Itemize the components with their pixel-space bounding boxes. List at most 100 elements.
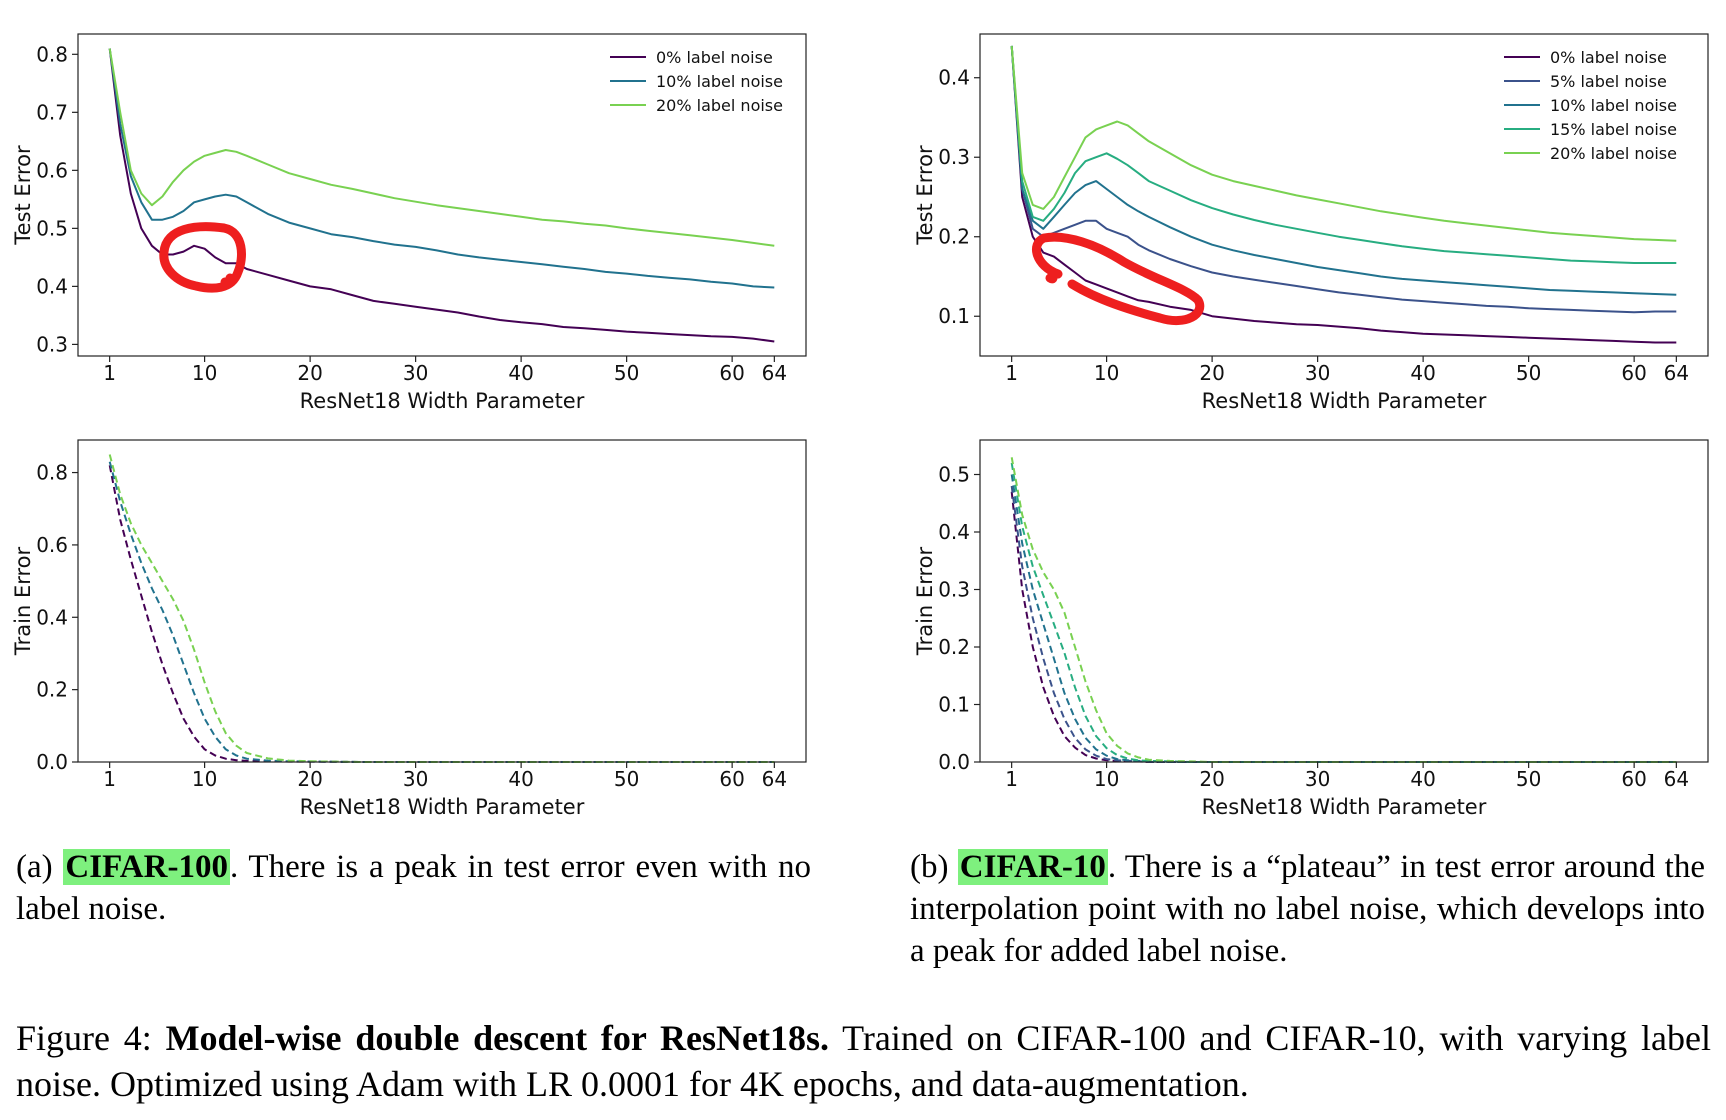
x-tick-label: 50 <box>614 767 639 791</box>
legend-label: 5% label noise <box>1550 72 1667 91</box>
plot-frame-cifar100-test <box>77 33 807 357</box>
x-tick-label: 20 <box>1199 767 1224 791</box>
caption-b-dataset: CIFAR-10 <box>957 849 1108 885</box>
figure-caption-title: Model-wise double descent for ResNet18s. <box>165 1018 830 1058</box>
chart-cifar10-test: 1 10 20 30 40 50 60 64 0.1 0.2 0.3 0.4 ResNet18 Widt… <box>913 33 1709 413</box>
x-tick-label: 1 <box>1005 361 1018 385</box>
charts-canvas: 1 10 20 30 40 50 60 64 0.3 0.4 0.5 0.6 0.7 0.8 ResNet1… <box>11 33 1709 819</box>
series-line-cifar10-train-1 <box>1010 485 1677 763</box>
plot-frame-cifar100-train <box>77 439 807 763</box>
y-axis-label: Train Error <box>913 547 937 657</box>
caption-b-text: . There is a “plateau” in test error aro… <box>910 849 1705 969</box>
x-axis-label: ResNet18 Width Parameter <box>300 389 585 413</box>
x-tick-label: 50 <box>614 361 639 385</box>
chart-cifar100-test: 1 10 20 30 40 50 60 64 0.3 0.4 0.5 0.6 0.7 0.8 ResNet1… <box>11 33 807 413</box>
series-line-cifar10-train-0 <box>1010 491 1677 763</box>
x-tick-label: 30 <box>1305 361 1330 385</box>
legend-label: 0% label noise <box>656 48 773 67</box>
y-tick-label: 0.4 <box>938 520 970 544</box>
x-tick-label: 20 <box>297 361 322 385</box>
x-tick-label: 64 <box>1664 767 1689 791</box>
legend-label: 0% label noise <box>1550 48 1667 67</box>
x-tick-label: 64 <box>1664 361 1689 385</box>
series-line-cifar10-test-4 <box>1010 45 1677 242</box>
x-tick-label: 30 <box>403 361 428 385</box>
caption-a-dataset: CIFAR-100 <box>63 849 230 885</box>
y-tick-label: 0.2 <box>938 225 970 249</box>
series-line-cifar10-test-1 <box>1010 45 1677 314</box>
x-tick-label: 1 <box>1005 767 1018 791</box>
y-tick-label: 0.7 <box>36 100 68 124</box>
x-tick-label: 60 <box>719 361 744 385</box>
x-tick-label: 10 <box>1094 361 1119 385</box>
series-line-cifar10-train-4 <box>1010 457 1677 763</box>
y-tick-label: 0.0 <box>938 750 970 774</box>
annotation-circle-cifar100 <box>159 222 246 293</box>
x-tick-label: 20 <box>1199 361 1224 385</box>
figure-caption-text: Trained on CIFAR-100 and CIFAR-10, with … <box>16 1018 1711 1104</box>
figure-caption: Figure 4: Model-wise double descent for … <box>16 1015 1711 1107</box>
x-tick-label: 30 <box>1305 767 1330 791</box>
series-line-cifar10-test-3 <box>1010 45 1677 264</box>
x-tick-label: 10 <box>192 361 217 385</box>
x-axis-label: ResNet18 Width Parameter <box>300 795 585 819</box>
series-line-cifar100-train-0 <box>108 465 775 763</box>
x-tick-label: 10 <box>192 767 217 791</box>
legend-label: 20% label noise <box>656 96 783 115</box>
y-tick-label: 0.1 <box>938 693 970 717</box>
series-line-cifar10-test-2 <box>1010 45 1677 296</box>
series-line-cifar100-test-0 <box>108 48 775 343</box>
y-tick-label: 0.0 <box>36 750 68 774</box>
y-tick-label: 0.4 <box>36 274 68 298</box>
series-line-cifar100-test-1 <box>108 48 775 289</box>
chart-cifar10-train: 1 10 20 30 40 50 60 64 0.0 0.1 0.2 0.3 0.4 0.5 ResNet1… <box>913 439 1709 819</box>
x-tick-label: 40 <box>508 361 533 385</box>
y-tick-label: 0.6 <box>36 533 68 557</box>
series-line-cifar10-train-3 <box>1010 462 1677 763</box>
y-tick-label: 0.3 <box>36 332 68 356</box>
figure-caption-prefix: Figure 4: <box>16 1018 166 1058</box>
x-tick-label: 1 <box>103 361 116 385</box>
series-line-cifar100-train-2 <box>108 454 775 763</box>
x-tick-label: 20 <box>297 767 322 791</box>
legend-label: 15% label noise <box>1550 120 1677 139</box>
plot-frame-cifar10-train <box>979 439 1709 763</box>
y-tick-label: 0.1 <box>938 304 970 328</box>
x-tick-label: 50 <box>1516 361 1541 385</box>
x-tick-label: 60 <box>1621 361 1646 385</box>
x-axis-label: ResNet18 Width Parameter <box>1202 795 1487 819</box>
x-tick-label: 40 <box>1410 767 1435 791</box>
x-tick-label: 40 <box>508 767 533 791</box>
caption-b: (b) CIFAR-10. There is a “plateau” in te… <box>910 846 1705 972</box>
series-line-cifar100-test-2 <box>108 48 775 247</box>
caption-a-prefix: (a) <box>16 849 64 885</box>
y-tick-label: 0.6 <box>36 158 68 182</box>
x-tick-label: 64 <box>762 361 787 385</box>
y-tick-label: 0.4 <box>938 66 970 90</box>
x-tick-label: 10 <box>1094 767 1119 791</box>
y-tick-label: 0.3 <box>938 578 970 602</box>
y-axis-label: Test Error <box>913 145 937 246</box>
x-tick-label: 40 <box>1410 361 1435 385</box>
legend-label: 20% label noise <box>1550 144 1677 163</box>
legend-label: 10% label noise <box>656 72 783 91</box>
annotation-loop-cifar10 <box>1032 232 1205 326</box>
y-tick-label: 0.8 <box>36 461 68 485</box>
y-tick-label: 0.5 <box>36 216 68 240</box>
y-axis-label: Test Error <box>11 145 35 246</box>
y-tick-label: 0.2 <box>36 678 68 702</box>
x-axis-label: ResNet18 Width Parameter <box>1202 389 1487 413</box>
caption-a: (a) CIFAR-100. There is a peak in test e… <box>16 846 811 930</box>
x-tick-label: 1 <box>103 767 116 791</box>
x-tick-label: 30 <box>403 767 428 791</box>
caption-b-prefix: (b) <box>910 849 958 885</box>
series-line-cifar10-test-0 <box>1010 45 1677 344</box>
y-tick-label: 0.5 <box>938 463 970 487</box>
x-tick-label: 64 <box>762 767 787 791</box>
x-tick-label: 60 <box>719 767 744 791</box>
y-tick-label: 0.2 <box>938 635 970 659</box>
series-line-cifar10-train-2 <box>1010 474 1677 763</box>
plot-frame-cifar10-test <box>979 33 1709 357</box>
legend-label: 10% label noise <box>1550 96 1677 115</box>
